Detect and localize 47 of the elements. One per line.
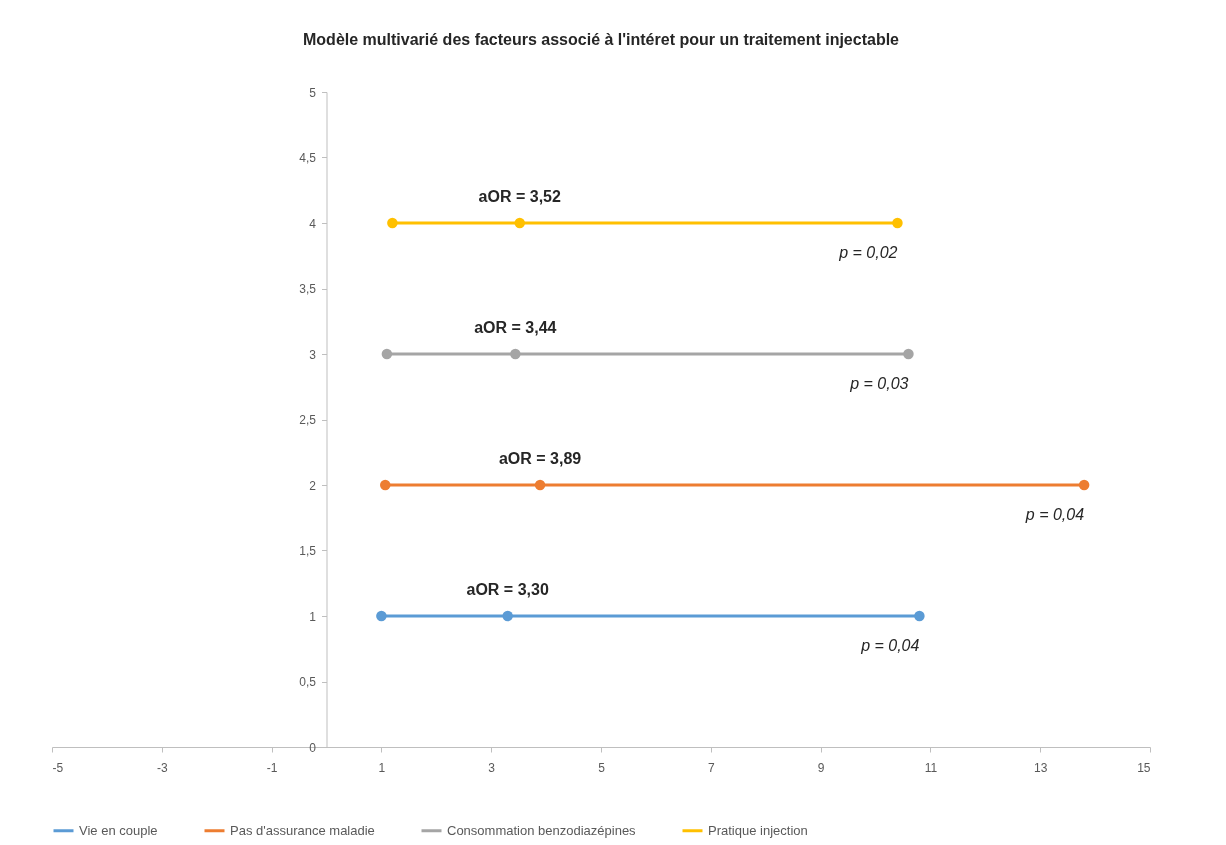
point	[903, 348, 914, 360]
x-tick-label: 13	[1034, 760, 1048, 775]
annotation: aOR = 3,52	[478, 188, 561, 205]
annotation: p = 0,03	[849, 375, 909, 392]
legend-label: Vie en couple	[79, 822, 158, 838]
point	[892, 217, 903, 229]
legend-label: Pratique injection	[708, 822, 808, 838]
point	[387, 217, 398, 229]
legend-label: Consommation benzodiazépines	[447, 822, 637, 838]
chart-title: Modèle multivarié des facteurs associé à l'intéret pour un traitement injectable	[303, 31, 900, 48]
y-tick-label: 0,5	[299, 675, 317, 689]
x-tick-label: -3	[156, 760, 168, 775]
y-tick-label: 4	[309, 216, 317, 231]
point	[380, 479, 391, 491]
legend-label: Pas d'assurance maladie	[230, 822, 375, 838]
x-tick-label: -1	[266, 760, 278, 775]
point	[914, 610, 925, 622]
x-tick-label: 7	[707, 760, 715, 775]
y-tick-label: 4,5	[299, 151, 317, 165]
x-tick-label: 5	[598, 760, 606, 775]
point	[376, 610, 387, 622]
y-tick-label: 5	[309, 85, 317, 100]
y-tick-label: 3	[309, 347, 317, 362]
y-tick-label: 3,5	[299, 282, 317, 296]
x-tick-label: 9	[817, 760, 825, 775]
point	[534, 479, 546, 491]
y-tick-label: 1,5	[299, 544, 317, 558]
point	[381, 348, 393, 360]
annotation: p = 0,04	[860, 637, 920, 654]
y-tick-label: 0	[309, 740, 317, 755]
x-tick-label: -5	[52, 760, 64, 775]
x-tick-label: 3	[488, 760, 496, 775]
y-tick-label: 2,5	[299, 413, 317, 427]
annotation: aOR = 3,30	[466, 581, 549, 598]
point	[502, 610, 513, 622]
y-tick-label: 2	[309, 478, 317, 493]
x-tick-label: 11	[924, 760, 938, 775]
annotation: aOR = 3,44	[474, 319, 557, 336]
annotation: aOR = 3,89	[498, 450, 582, 467]
point	[514, 217, 525, 229]
point	[1078, 479, 1090, 491]
x-tick-label: 15	[1137, 760, 1151, 775]
point	[510, 348, 521, 360]
x-tick-label: 1	[378, 760, 386, 775]
y-tick-label: 1	[309, 609, 317, 624]
annotation: p = 0,02	[838, 244, 898, 261]
annotation: p = 0,04	[1024, 506, 1085, 523]
